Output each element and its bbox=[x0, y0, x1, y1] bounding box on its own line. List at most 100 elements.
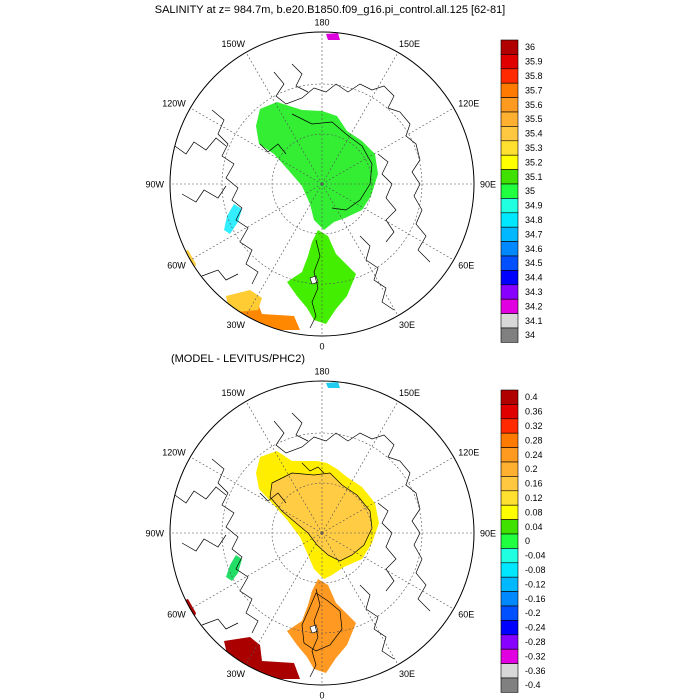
colorbar-swatch bbox=[500, 111, 519, 127]
colorbar-swatch bbox=[500, 255, 519, 271]
meridian-line bbox=[245, 183, 323, 316]
colorbar-label: 35.1 bbox=[525, 172, 543, 182]
polar-map: 180 150E 120E 90E 60E 30E 0 30W 60W 90W 120W 150W bbox=[145, 18, 496, 352]
difference-panel: (MODEL - LEVITUS/PHC2) 180 150E 120E 90E 60E… bbox=[145, 353, 545, 700]
colorbar-swatch bbox=[500, 284, 519, 300]
colorbar-swatch bbox=[500, 298, 519, 314]
colorbar-label: -0.2 bbox=[525, 608, 541, 618]
longitude-label: 90W bbox=[145, 529, 164, 539]
colorbar-swatch bbox=[500, 461, 519, 477]
longitude-label: 0 bbox=[319, 691, 324, 700]
meridian-line bbox=[321, 183, 399, 316]
colorbar-swatch bbox=[500, 198, 519, 214]
colorbar-label: 0.2 bbox=[525, 464, 538, 474]
coastline bbox=[259, 492, 287, 504]
colorbar-label: 34.8 bbox=[525, 215, 543, 225]
coastline bbox=[359, 235, 395, 311]
colorbar-swatch bbox=[500, 562, 519, 578]
colorbar-swatch bbox=[500, 313, 519, 329]
map-boundary bbox=[169, 31, 475, 337]
colorbar-swatch bbox=[500, 226, 519, 242]
meridian-line bbox=[321, 52, 399, 185]
longitude-label: 180 bbox=[314, 367, 329, 377]
colorbar-label: -0.12 bbox=[525, 579, 546, 589]
coastline bbox=[181, 534, 227, 552]
colorbar-swatch bbox=[500, 389, 519, 405]
longitude-label: 90W bbox=[145, 180, 164, 190]
colorbar-swatch bbox=[500, 548, 519, 564]
colorbar-swatch bbox=[500, 634, 519, 650]
coastline bbox=[273, 420, 431, 612]
colorbar-swatch bbox=[500, 648, 519, 664]
colorbar-label: -0.28 bbox=[525, 637, 546, 647]
longitude-label: 60E bbox=[458, 610, 474, 620]
colorbar-swatch bbox=[500, 620, 519, 636]
coastline bbox=[171, 486, 227, 504]
colorbar-swatch bbox=[500, 68, 519, 84]
map-boundary bbox=[169, 380, 475, 686]
colorbar-label: 35.5 bbox=[525, 114, 543, 124]
colorbar-label: 0 bbox=[525, 536, 530, 546]
colorbar-label: 34.2 bbox=[525, 301, 543, 311]
colorbar-label: 0.32 bbox=[525, 421, 543, 431]
polar-map: 180 150E 120E 90E 60E 30E 0 30W 60W 90W 120W 150W bbox=[145, 367, 496, 700]
meridian-line bbox=[321, 532, 454, 610]
longitude-label: 30W bbox=[226, 669, 245, 679]
coastline bbox=[377, 502, 397, 592]
colorbar-label: 35.3 bbox=[525, 143, 543, 153]
colorbar-swatch bbox=[500, 82, 519, 98]
colorbar-label: 35 bbox=[525, 186, 535, 196]
colorbar-label: 0.08 bbox=[525, 507, 543, 517]
meridian-line bbox=[321, 107, 454, 185]
colorbar: 0.4 0.36 0.32 0.28 0.24 0.2 0.16 0.12 0.08 0.04 0 -… bbox=[500, 389, 546, 693]
longitude-label: 180 bbox=[314, 18, 329, 28]
colorbar-label: 34.9 bbox=[525, 201, 543, 211]
colorbar-label: -0.16 bbox=[525, 594, 546, 604]
contour-line bbox=[269, 472, 373, 562]
baffin-bay-region bbox=[226, 555, 242, 581]
colorbar-swatch bbox=[500, 39, 519, 55]
salinity-panel: SALINITY at z= 984.7m, b.e20.B1850.f09_g… bbox=[145, 4, 542, 352]
meridian-line bbox=[321, 183, 454, 261]
meridian-line bbox=[245, 532, 323, 665]
bering-patch-region bbox=[326, 382, 340, 388]
colorbar-label: 0.12 bbox=[525, 493, 543, 503]
colorbar-label: 35.2 bbox=[525, 157, 543, 167]
colorbar-swatch bbox=[500, 663, 519, 679]
colorbar-swatch bbox=[500, 418, 519, 434]
colorbar-label: -0.24 bbox=[525, 623, 546, 633]
colorbar-label: 35.4 bbox=[525, 129, 543, 139]
coastline bbox=[201, 618, 239, 630]
longitude-label: 60W bbox=[167, 261, 186, 271]
colorbar-swatch bbox=[500, 605, 519, 621]
coastline bbox=[259, 143, 287, 155]
meridian-line bbox=[321, 401, 399, 534]
colorbar-label: 35.7 bbox=[525, 85, 543, 95]
coastline bbox=[181, 185, 227, 203]
colorbar-swatch bbox=[500, 126, 519, 142]
longitude-label: 120E bbox=[458, 448, 479, 458]
nordic-seas-region bbox=[287, 579, 356, 673]
colorbar-swatch bbox=[500, 490, 519, 506]
longitude-label: 90E bbox=[480, 180, 496, 190]
colorbar-swatch bbox=[500, 404, 519, 420]
colorbar-label: 0.04 bbox=[525, 522, 543, 532]
longitude-label: 150W bbox=[221, 388, 245, 398]
colorbar-label: 35.9 bbox=[525, 57, 543, 67]
north-atlantic-yellow-region bbox=[226, 290, 262, 312]
coastline bbox=[211, 109, 259, 285]
colorbar-label: 35.6 bbox=[525, 100, 543, 110]
colorbar-swatch bbox=[500, 54, 519, 70]
island-jan-mayen bbox=[309, 275, 319, 285]
colorbar-label: 36 bbox=[525, 42, 535, 52]
colorbar-label: 0.16 bbox=[525, 479, 543, 489]
coastline bbox=[309, 239, 321, 329]
colorbar-swatch bbox=[500, 169, 519, 185]
meridian-line bbox=[190, 107, 323, 185]
colorbar-label: 34.3 bbox=[525, 287, 543, 297]
contour-line bbox=[301, 462, 325, 474]
longitude-label: 30E bbox=[399, 320, 415, 330]
colorbar-label: 34.4 bbox=[525, 273, 543, 283]
colorbar-swatch bbox=[500, 432, 519, 448]
colorbar-label: 34 bbox=[525, 330, 535, 340]
